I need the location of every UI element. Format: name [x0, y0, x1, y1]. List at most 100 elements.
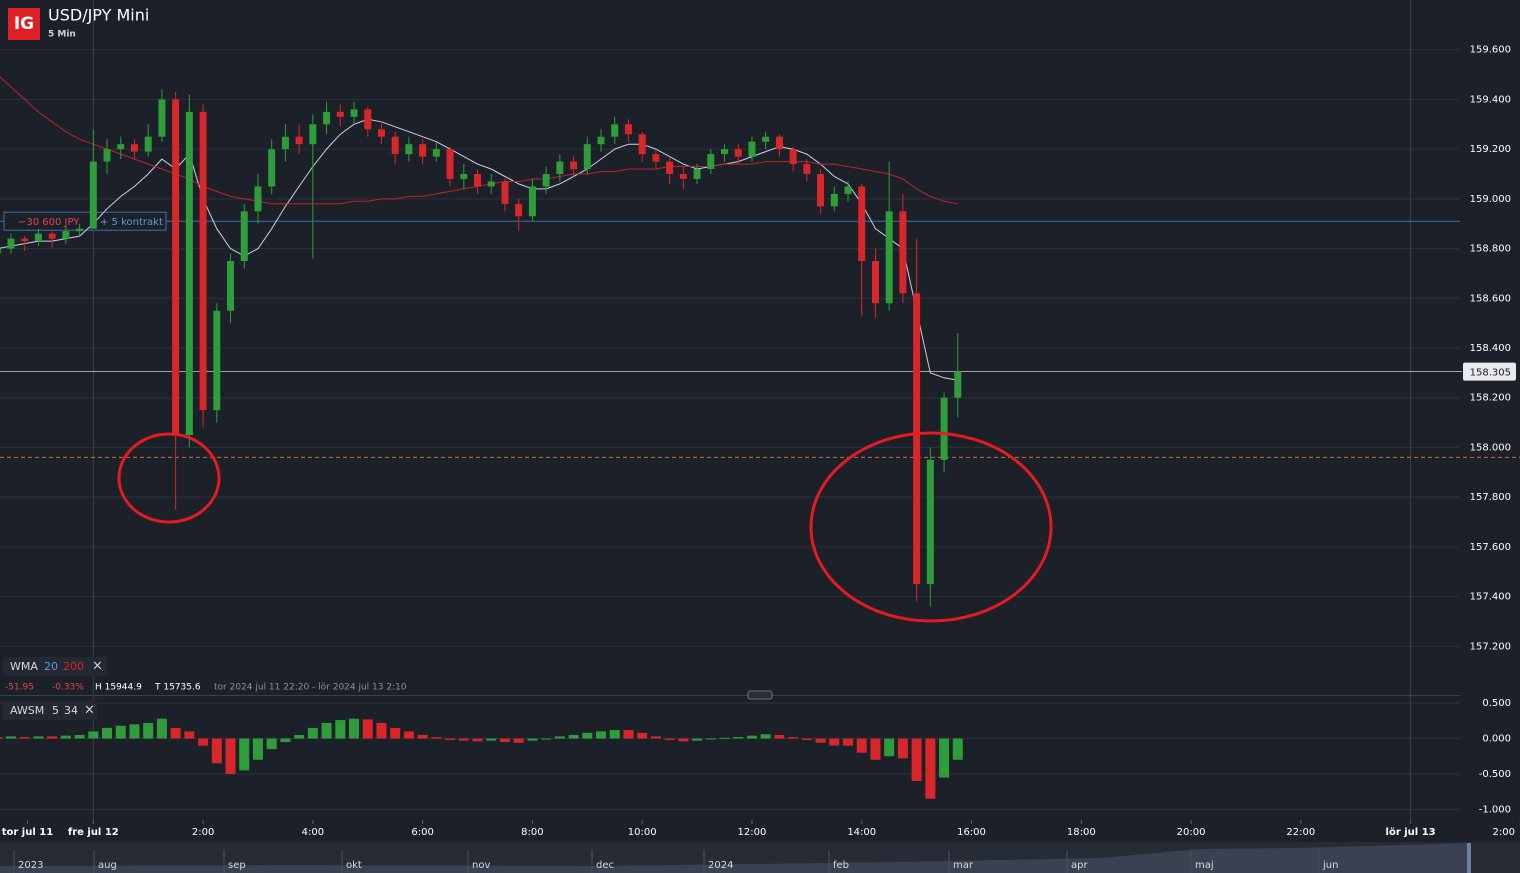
candle-body	[268, 149, 276, 187]
candle-body	[158, 99, 166, 137]
oscillator-bar	[692, 738, 703, 741]
last-price-box	[1463, 362, 1516, 381]
close-button[interactable]: ×	[92, 659, 103, 674]
candle-body	[748, 141, 756, 157]
oscillator-bar	[678, 738, 689, 742]
x-tick-label: 8:00	[521, 827, 543, 838]
candle-body	[721, 149, 729, 155]
x-tick-label: lör jul 13	[1386, 827, 1436, 838]
oscillator-bar	[403, 731, 414, 739]
oscillator-bar	[870, 738, 881, 760]
overlay-ui: WMA 20 200 × -51.95 -0.33% H 15944.9 T 1…	[3, 431, 1338, 873]
navigator-label: 2023	[18, 860, 43, 871]
navigator-label: apr	[1071, 860, 1088, 871]
navigator-label: dec	[596, 860, 614, 871]
high: H 15944.9	[95, 683, 142, 693]
x-tick-label: 22:00	[1286, 827, 1315, 838]
oscillator-bar	[321, 722, 332, 739]
candle-body	[817, 174, 825, 207]
candle-body	[679, 174, 687, 179]
oscillator-bar	[746, 735, 757, 739]
oscillator-bar	[47, 736, 58, 739]
candle-body	[460, 174, 468, 179]
x-tick-label: 18:00	[1067, 827, 1096, 838]
oscillator-bar	[129, 724, 140, 739]
oscillator-bar	[554, 736, 565, 739]
oscillator-bar	[623, 730, 634, 739]
candle-body	[213, 310, 221, 411]
y-tick-label: 158.400	[1470, 343, 1511, 354]
x-tick-label: 10:00	[628, 827, 657, 838]
oscillator-bar	[170, 727, 181, 739]
candle-body	[693, 169, 701, 179]
awsm-slow: 34	[64, 704, 78, 717]
candle-body	[844, 186, 852, 194]
x-tick-label: 16:00	[957, 827, 986, 838]
change: -51.95	[5, 683, 34, 693]
navigator-label: nov	[472, 860, 490, 871]
oscillator-bar	[609, 730, 620, 739]
oscillator-bar	[486, 738, 497, 741]
navigator-handle[interactable]	[1467, 843, 1471, 873]
oscillator-bar	[349, 718, 360, 739]
range: tor 2024 jul 11 22:20 - lör 2024 jul 13 …	[214, 683, 407, 693]
candle-body	[611, 124, 619, 137]
oscillator-bar	[897, 738, 908, 759]
oscillator-bar	[102, 727, 113, 739]
oscillator-bar	[280, 738, 291, 743]
close-button[interactable]: ×	[84, 703, 95, 718]
y-tick-label: 157.400	[1470, 592, 1511, 603]
oscillator-bar	[788, 737, 799, 739]
y-tick-label: 0.500	[1482, 698, 1511, 709]
candle-body	[775, 136, 783, 150]
last-price-label: 158.305	[1470, 368, 1511, 379]
candle-body	[76, 228, 84, 232]
candle-body	[0, 248, 1, 254]
candle-body	[89, 161, 97, 229]
oscillator-bar	[362, 719, 373, 739]
oscillator-bar	[952, 738, 963, 760]
oscillator-bar	[774, 734, 785, 739]
candle-body	[185, 111, 193, 435]
legend-box	[3, 657, 107, 676]
oscillator-bar	[513, 738, 524, 743]
candle-body	[487, 181, 495, 187]
candle-body	[542, 174, 550, 187]
candle-body	[130, 144, 138, 152]
oscillator-bar	[939, 738, 950, 778]
candle-body	[954, 371, 962, 398]
oscillator-bar	[472, 738, 483, 742]
candle-body	[103, 149, 111, 162]
candle-body	[858, 186, 866, 261]
candle-body	[405, 144, 413, 155]
candle-body	[172, 99, 180, 435]
oscillator-bar	[33, 736, 44, 739]
oscillator-panel: -1.000 -0.500 0.000 0.500	[0, 698, 1511, 815]
oscillator-bar	[115, 725, 126, 739]
oscillator-bar	[541, 738, 552, 740]
y-tick-label: 0.000	[1482, 734, 1511, 745]
change-pct: -0.33%	[52, 683, 84, 693]
divider-handle[interactable]	[747, 690, 773, 700]
navigator-label: mar	[953, 860, 974, 871]
oscillator-bar	[458, 738, 469, 741]
y-tick-label: 157.800	[1470, 492, 1511, 503]
y-tick-label: -1.000	[1479, 804, 1511, 815]
annotation-circle	[117, 432, 221, 524]
oscillator-bar	[0, 737, 3, 739]
oscillator-bar	[390, 727, 401, 739]
candle-body	[474, 174, 482, 187]
candle-body	[309, 124, 317, 145]
oscillator-bar	[184, 731, 195, 739]
candle-body	[48, 233, 56, 239]
candle-body	[871, 261, 879, 304]
candle-body	[734, 149, 742, 157]
awsm-name: AWSM	[10, 704, 44, 717]
oscillator-bar	[884, 738, 895, 757]
logo	[8, 8, 40, 40]
candle-body	[295, 136, 303, 145]
candle-body	[762, 136, 770, 142]
navigator-label: maj	[1195, 860, 1214, 871]
y-tick-label: -0.500	[1479, 769, 1511, 780]
